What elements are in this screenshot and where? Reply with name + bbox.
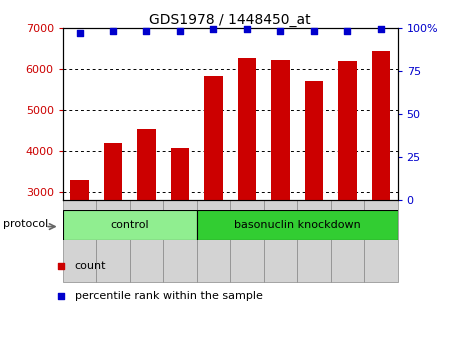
Point bbox=[310, 28, 318, 34]
Text: protocol: protocol bbox=[3, 219, 48, 229]
Bar bbox=[305, 81, 323, 315]
Point bbox=[176, 28, 184, 34]
Bar bbox=[364, 200, 398, 282]
Bar bbox=[204, 76, 223, 315]
Bar bbox=[163, 200, 197, 282]
Bar bbox=[96, 200, 130, 282]
Title: GDS1978 / 1448450_at: GDS1978 / 1448450_at bbox=[149, 12, 311, 27]
Bar bbox=[130, 200, 163, 282]
Point bbox=[377, 27, 385, 32]
Point bbox=[210, 27, 217, 32]
Point bbox=[344, 28, 351, 34]
Bar bbox=[372, 51, 390, 315]
Bar bbox=[197, 210, 398, 240]
Point bbox=[143, 28, 150, 34]
Bar bbox=[230, 200, 264, 282]
Point bbox=[57, 263, 64, 269]
Bar bbox=[104, 142, 122, 315]
Point bbox=[76, 30, 83, 36]
Bar bbox=[63, 200, 96, 282]
Text: basonuclin knockdown: basonuclin knockdown bbox=[234, 220, 360, 230]
Bar bbox=[70, 180, 89, 315]
Text: count: count bbox=[75, 261, 106, 271]
Bar bbox=[264, 200, 297, 282]
Bar bbox=[297, 200, 331, 282]
Point bbox=[243, 27, 251, 32]
Text: control: control bbox=[110, 220, 149, 230]
Bar bbox=[338, 61, 357, 315]
Bar bbox=[63, 210, 197, 240]
Point bbox=[57, 294, 64, 299]
Bar bbox=[331, 200, 364, 282]
Text: percentile rank within the sample: percentile rank within the sample bbox=[75, 292, 263, 301]
Bar bbox=[238, 58, 256, 315]
Bar bbox=[197, 200, 230, 282]
Point bbox=[277, 28, 284, 34]
Bar bbox=[137, 129, 156, 315]
Bar bbox=[171, 148, 189, 315]
Point bbox=[109, 28, 117, 34]
Bar bbox=[271, 60, 290, 315]
